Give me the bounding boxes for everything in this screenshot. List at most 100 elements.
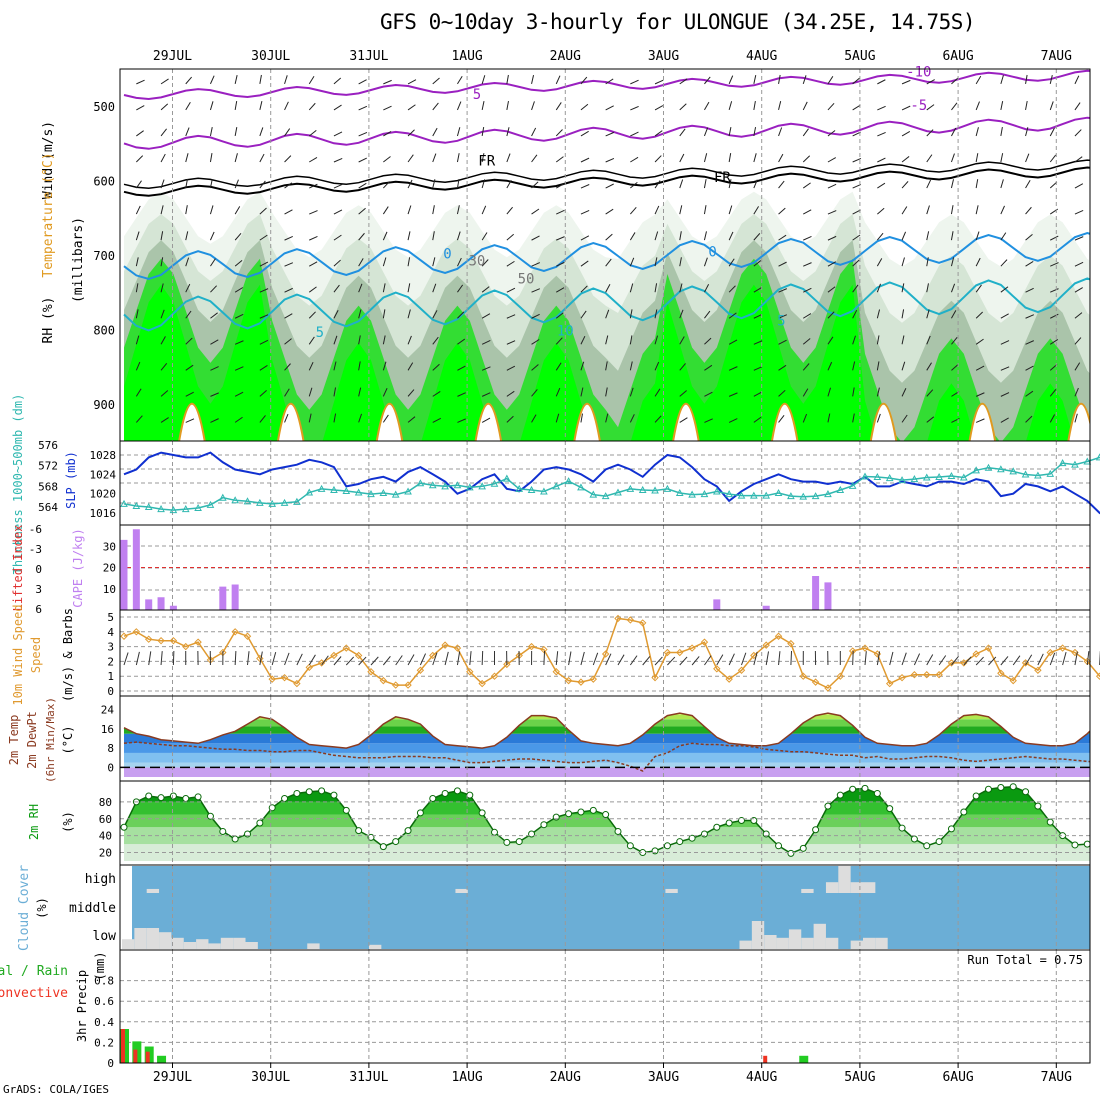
wind-barb [185,179,188,189]
wind10m-barb [135,651,140,666]
wind-barb [629,309,633,319]
wind-barb [185,391,194,397]
wind-barb [284,363,291,371]
wind10m-point [330,651,338,660]
wind-barb [1074,209,1084,215]
wind-barb [580,310,587,319]
temp2m-axis-label: 2m Temp [7,715,21,766]
wind-barb [852,259,860,267]
wind-barb [901,309,905,319]
wind-barb [802,182,811,189]
rh2m-point [404,827,412,835]
wind-barb [1025,261,1034,267]
rh-axis-label: RH (%) [41,297,56,344]
day-label-top: 4AUG [746,49,777,64]
wind10m-point [144,635,153,643]
wind-barb [654,309,658,319]
wind-barb [654,155,662,163]
wind10m-point [194,638,202,646]
wind10m-barb [901,652,907,666]
rh-tick-label: 20 [99,847,112,860]
wind-barb [259,339,269,345]
wind-barb [803,287,812,293]
wind-barb [432,336,439,345]
wind-barb [259,415,266,423]
contour-label: 0 [443,247,451,263]
wind-barb [778,153,784,163]
wind-barb [333,387,337,397]
wind-barb [1025,314,1035,319]
wind10m-point [157,636,165,645]
cloud-background [132,866,1090,949]
wind-barb [580,260,589,267]
wind10m-barb [271,651,277,666]
wind-barb [975,205,979,215]
wind-barb [605,258,612,267]
rh2m-point [169,792,177,800]
wind-barb [135,257,139,267]
wind-barb [407,205,412,215]
wind-barb [1050,262,1059,267]
wind-barb [753,206,759,215]
day-label-bottom: 3AUG [648,1070,679,1085]
thickness-point [416,479,425,487]
wind-barb [407,129,415,137]
rh2m-point [194,793,202,801]
wind-barb [679,390,687,397]
wind-barb [901,361,906,371]
wind-barb [382,257,387,267]
rh2m-point [935,838,943,846]
wind-barb [926,362,932,371]
wind-barb [358,232,365,241]
wind-barb [407,335,412,345]
wind-barb [234,391,244,397]
wind-barb [704,364,713,371]
wind-barb [481,127,485,137]
wind-barb [333,413,337,423]
wind-barb [728,285,736,293]
wind10m-point [750,651,758,660]
wind-barb [358,413,363,423]
cloud-block [171,937,184,949]
wind10m-barb [432,652,438,666]
contour-label: -10 [906,64,931,80]
rh2m-point [293,789,301,797]
wind-barb [531,339,540,345]
wind10m-point [490,672,499,680]
freezing-level-line [123,166,1090,197]
temp-tick-label: 0 [107,761,114,774]
thickness-point [1058,459,1067,467]
wind-barb [531,208,540,215]
wind-barb [605,361,608,371]
thickness-point [330,485,338,493]
wind-barb [580,285,588,293]
wind-barb [827,76,834,85]
wind-barb [358,105,368,111]
rh2m-point [775,842,783,850]
wind-barb [753,233,761,241]
wind-barb [753,260,762,267]
thickness-point [737,491,746,499]
wind-barb [802,388,809,397]
wind-barb [209,179,213,189]
wind-barb [605,309,610,319]
wind-barb [383,105,392,111]
wind-barb [506,179,512,189]
thickness-point [1071,460,1079,468]
wind-barb [926,79,935,85]
wind-barb [580,335,586,345]
wind10m-barb [938,655,947,666]
wind10m-point [799,672,807,680]
warm-dry-bubble [1067,402,1090,441]
wind10m-point [762,641,770,649]
wind10m-point [379,676,388,685]
wind10m-barb [358,656,367,666]
cloud-block [220,937,234,949]
wind-barb [160,103,169,111]
wind-barb [778,180,785,189]
precip-total-bar [799,1055,809,1063]
thickness-point [725,490,733,498]
wind-barb [852,413,855,423]
wind-barb [580,361,585,371]
wind-barb [926,283,929,293]
